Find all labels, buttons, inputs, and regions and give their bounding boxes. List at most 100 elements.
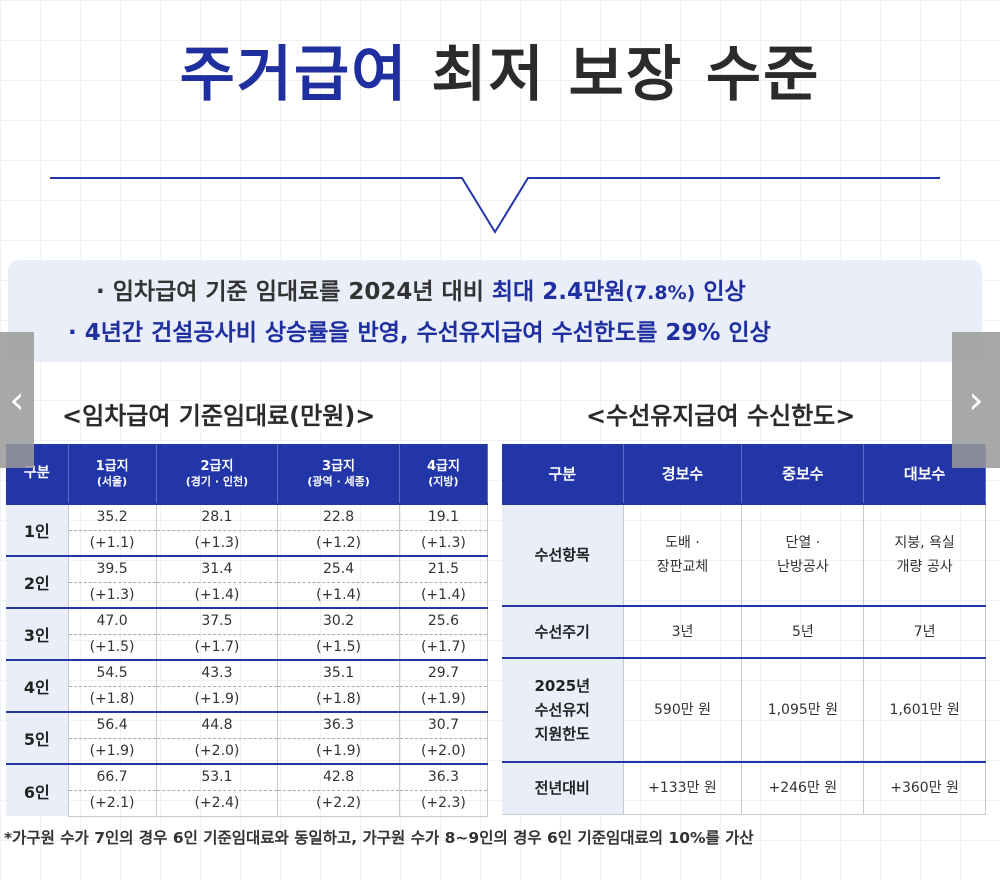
rent-increase: (+2.1)	[68, 790, 157, 817]
rent-value: 47.0	[68, 607, 157, 635]
rent-increase: (+1.8)	[277, 686, 400, 712]
rent-header-2: 2급지 (경기 · 인천)	[156, 444, 279, 504]
table-row: 2인 39.5 31.4 25.4 21.5	[6, 555, 489, 608]
repair-row-label: 수선주기	[502, 605, 624, 658]
rent-row-label: 1인	[6, 503, 69, 556]
repair-header-2: 중보수	[741, 444, 865, 504]
rent-increase: (+1.9)	[277, 738, 400, 764]
rent-increase: (+1.1)	[68, 530, 157, 556]
repair-row-label: 전년대비	[502, 761, 624, 815]
repair-cell: +246만 원	[741, 761, 865, 815]
rent-increase: (+1.3)	[156, 530, 279, 556]
rent-header-4: 4급지 (지방)	[399, 444, 489, 504]
repair-row-label: 수선항목	[502, 503, 624, 606]
repair-row-label: 2025년 수선유지 지원한도	[502, 657, 624, 762]
table-row: 수선항목 도배 · 장판교체 단열 · 난방공사 지붕, 욕실 개량 공사	[502, 503, 986, 606]
rent-value: 21.5	[399, 555, 489, 583]
rent-increase: (+2.0)	[399, 738, 489, 764]
table-row: 5인 56.4 44.8 36.3 30.7	[6, 711, 489, 764]
table-row: 2025년 수선유지 지원한도 590만 원 1,095만 원 1,601만 원	[502, 657, 986, 762]
repair-header-0: 구분	[502, 444, 624, 504]
rent-row-label: 5인	[6, 711, 69, 764]
repair-cell: 도배 · 장판교체	[623, 503, 743, 606]
rent-row-label: 4인	[6, 659, 69, 712]
repair-cell: 5년	[741, 605, 865, 658]
rent-value: 37.5	[156, 607, 279, 635]
rent-increase: (+1.4)	[399, 582, 489, 608]
rent-value: 66.7	[68, 763, 157, 791]
rent-value: 43.3	[156, 659, 279, 687]
chevron-left-icon: ‹	[9, 378, 25, 422]
rent-value: 39.5	[68, 555, 157, 583]
rent-value: 56.4	[68, 711, 157, 739]
rent-value: 54.5	[68, 659, 157, 687]
table-row: (+2.1) (+2.4) (+2.2) (+2.3)	[6, 790, 489, 817]
rent-header-1: 1급지 (서울)	[68, 444, 157, 504]
table-row: (+1.3) (+1.4) (+1.4) (+1.4)	[6, 582, 489, 608]
divider-chevron	[50, 177, 940, 234]
rent-increase: (+1.9)	[156, 686, 279, 712]
page-title: 주거급여 최저 보장 수준	[0, 26, 1000, 113]
rent-value: 36.3	[277, 711, 400, 739]
repair-cell: +133만 원	[623, 761, 743, 815]
rent-header-3: 3급지 (광역 · 세종)	[277, 444, 400, 504]
table-row: 6인 66.7 53.1 42.8 36.3	[6, 763, 489, 816]
rent-increase: (+2.2)	[277, 790, 400, 817]
rent-value: 42.8	[277, 763, 400, 791]
rent-value: 25.4	[277, 555, 400, 583]
repair-cell: 1,601만 원	[863, 657, 986, 762]
rent-increase: (+2.4)	[156, 790, 279, 817]
table-row: 수선주기 3년 5년 7년	[502, 605, 986, 658]
rent-value: 53.1	[156, 763, 279, 791]
repair-cell: 7년	[863, 605, 986, 658]
table-row: 1인 35.2 28.1 22.8 19.1	[6, 503, 489, 556]
rent-increase: (+1.4)	[156, 582, 279, 608]
table-row: (+1.9) (+2.0) (+1.9) (+2.0)	[6, 738, 489, 764]
next-slide-button[interactable]: ›	[952, 332, 1000, 468]
rent-increase: (+1.3)	[399, 530, 489, 556]
summary-line-2: · 4년간 건설공사비 상승률을 반영, 수선유지급여 수선한도를 29% 인상	[68, 320, 771, 346]
rent-increase: (+1.9)	[399, 686, 489, 712]
repair-cell: 3년	[623, 605, 743, 658]
rent-increase: (+1.7)	[156, 634, 279, 660]
rent-value: 30.2	[277, 607, 400, 635]
rent-table: 구분 1급지 (서울) 2급지 (경기 · 인천) 3급지 (광역 · 세종) 4급지 (지방)…	[6, 444, 489, 817]
footnote: *가구원 수가 7인의 경우 6인 기준임대료와 동일하고, 가구원 수가 8~…	[4, 829, 754, 847]
repair-table: 구분 경보수 중보수 대보수 수선항목 도배 · 장판교체 단열 · 난방공사 지붕, 욕실 …	[502, 444, 986, 815]
rent-increase: (+1.3)	[68, 582, 157, 608]
repair-cell: 단열 · 난방공사	[741, 503, 865, 606]
rent-value: 22.8	[277, 503, 400, 531]
rent-value: 44.8	[156, 711, 279, 739]
rent-increase: (+1.9)	[68, 738, 157, 764]
repair-cell: 1,095만 원	[741, 657, 865, 762]
table-row: 3인 47.0 37.5 30.2 25.6	[6, 607, 489, 660]
rent-increase: (+2.3)	[399, 790, 489, 817]
rent-value: 29.7	[399, 659, 489, 687]
table-row: 4인 54.5 43.3 35.1 29.7	[6, 659, 489, 712]
repair-table-title: <수선유지급여 수신한도>	[586, 402, 856, 430]
rent-value: 19.1	[399, 503, 489, 531]
title-rest: 최저 보장 수준	[431, 40, 821, 110]
rent-header-0: 구분	[6, 444, 69, 504]
rent-row-label: 6인	[6, 763, 69, 816]
rent-increase: (+2.0)	[156, 738, 279, 764]
table-row: 전년대비 +133만 원 +246만 원 +360만 원	[502, 761, 986, 815]
repair-header-1: 경보수	[623, 444, 743, 504]
rent-increase: (+1.2)	[277, 530, 400, 556]
rent-increase: (+1.5)	[68, 634, 157, 660]
repair-cell: 590만 원	[623, 657, 743, 762]
repair-cell: 지붕, 욕실 개량 공사	[863, 503, 986, 606]
rent-value: 35.1	[277, 659, 400, 687]
table-row: (+1.5) (+1.7) (+1.5) (+1.7)	[6, 634, 489, 660]
rent-increase: (+1.4)	[277, 582, 400, 608]
rent-value: 36.3	[399, 763, 489, 791]
chevron-right-icon: ›	[968, 378, 984, 422]
rent-value: 35.2	[68, 503, 157, 531]
rent-row-label: 2인	[6, 555, 69, 608]
prev-slide-button[interactable]: ‹	[0, 332, 34, 468]
repair-cell: +360만 원	[863, 761, 986, 815]
summary-line-1: · 임차급여 기준 임대료를 2024년 대비 최대 2.4만원(7.8%) 인…	[96, 279, 746, 305]
table-row: (+1.1) (+1.3) (+1.2) (+1.3)	[6, 530, 489, 556]
rent-table-title: <임차급여 기준임대료(만원)>	[62, 402, 376, 430]
rent-value: 28.1	[156, 503, 279, 531]
